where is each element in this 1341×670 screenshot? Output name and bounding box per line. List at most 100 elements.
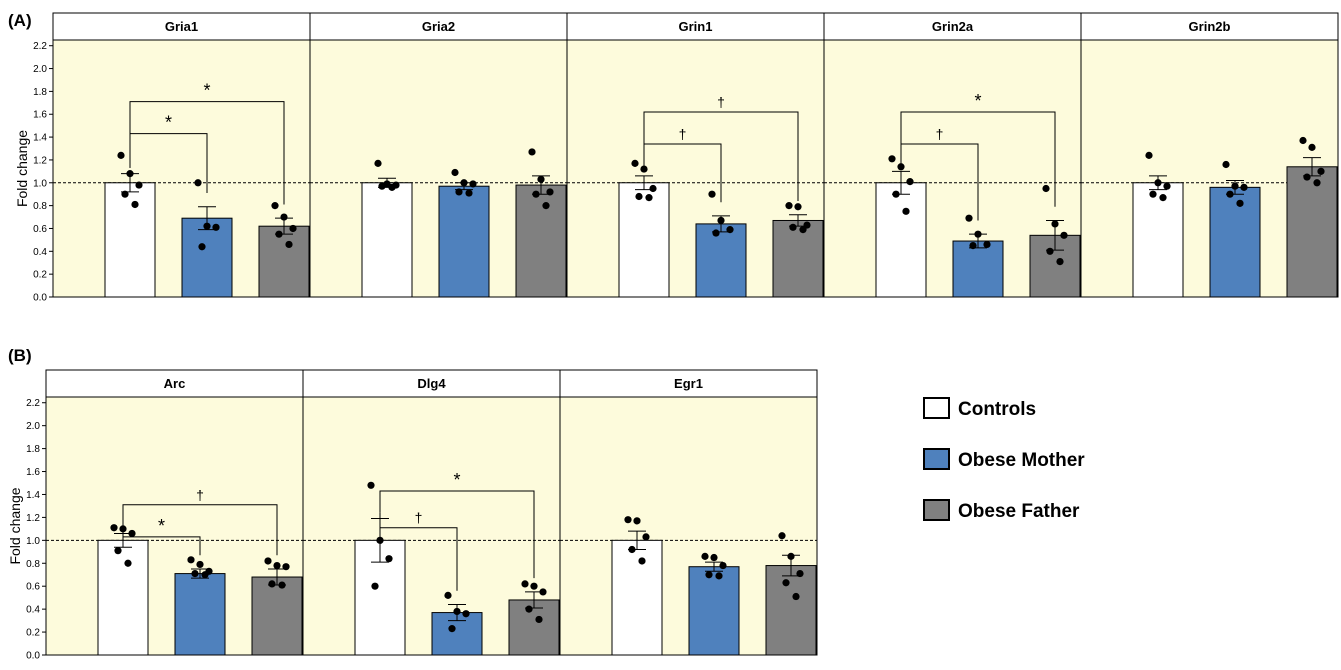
data-point <box>897 163 905 171</box>
data-point <box>114 547 122 555</box>
data-point <box>789 223 797 231</box>
significance-bracket <box>379 490 535 579</box>
bar <box>952 240 1004 298</box>
data-point <box>448 625 456 633</box>
data-point <box>787 552 795 560</box>
data-point <box>645 194 653 202</box>
data-point <box>969 242 977 250</box>
bar <box>1209 186 1261 298</box>
panel-header <box>309 12 568 41</box>
data-point <box>539 588 547 596</box>
data-point <box>1222 160 1230 169</box>
data-point <box>128 529 136 538</box>
data-point <box>794 203 802 211</box>
data-point <box>701 552 709 560</box>
data-point <box>1046 247 1054 255</box>
panel-gria1: Gria1 * * <box>52 12 311 298</box>
data-point <box>198 243 206 251</box>
data-point <box>983 240 991 249</box>
panel-arc: Arc * † <box>45 369 304 656</box>
data-point <box>537 175 545 183</box>
data-point <box>110 524 118 532</box>
data-point <box>705 571 713 579</box>
data-point <box>378 182 386 190</box>
data-point <box>385 555 393 563</box>
data-point <box>525 605 533 613</box>
data-point <box>1159 194 1167 202</box>
data-point <box>465 189 473 197</box>
data-point <box>782 579 790 587</box>
y-tick-label: 1.2 <box>26 513 40 524</box>
bar <box>515 184 567 298</box>
data-point <box>1051 220 1059 228</box>
data-point <box>1299 136 1307 145</box>
y-tick-label: 0.0 <box>26 651 40 662</box>
data-point <box>212 223 220 231</box>
y-tick-label: 1.0 <box>26 536 40 547</box>
bar <box>772 219 824 298</box>
data-point <box>1236 199 1244 207</box>
data-point <box>194 179 202 187</box>
data-point <box>719 561 727 570</box>
data-point <box>799 226 807 234</box>
data-point <box>785 202 793 210</box>
data-point <box>121 190 129 198</box>
data-point <box>444 591 452 599</box>
data-point <box>708 190 716 198</box>
data-point <box>374 159 382 167</box>
bar <box>875 182 927 298</box>
y-tick-label: 1.8 <box>33 87 47 98</box>
significance-label: † <box>936 126 944 142</box>
data-point <box>1313 179 1321 187</box>
bar <box>618 182 670 298</box>
data-point <box>264 557 272 565</box>
data-point <box>1231 182 1239 190</box>
panel-title: Arc <box>164 376 186 391</box>
data-point <box>367 481 375 489</box>
panel-header <box>1080 12 1339 41</box>
y-tick-label: 1.6 <box>33 110 47 121</box>
data-point <box>453 607 461 616</box>
data-point <box>796 569 804 578</box>
data-point <box>469 180 477 188</box>
data-point <box>532 190 540 198</box>
legend-label: Obese Mother <box>958 450 1085 471</box>
panel-title: Gria1 <box>165 19 198 34</box>
y-tick-label: 2.0 <box>33 64 47 75</box>
y-tick-label: 0.4 <box>33 247 47 258</box>
bar <box>181 217 233 298</box>
data-point <box>974 230 982 238</box>
bar <box>104 182 156 298</box>
y-tick-label: 0.2 <box>26 628 40 639</box>
bar <box>611 539 663 656</box>
bar <box>438 185 490 298</box>
data-point <box>542 202 550 210</box>
panel-title: Egr1 <box>674 376 703 391</box>
data-point <box>1042 184 1050 193</box>
data-point <box>124 559 132 567</box>
data-point <box>530 582 538 590</box>
bar <box>97 539 149 656</box>
panel-title: Grin2a <box>932 19 974 34</box>
data-point <box>203 222 211 230</box>
data-point <box>710 553 718 562</box>
significance-label: † <box>717 94 725 110</box>
data-point <box>638 557 646 565</box>
panel-title: Gria2 <box>422 19 455 34</box>
data-point <box>778 532 786 540</box>
bar <box>688 566 740 656</box>
y-tick-label: 0.6 <box>26 582 40 593</box>
data-point <box>892 190 900 198</box>
data-point <box>712 229 720 237</box>
data-point <box>268 580 276 588</box>
y-axis: 0.0 0.2 0.4 0.6 0.8 1.0 1.2 1.4 1.6 1.8 2.0 2.2 Fold… <box>7 397 47 662</box>
panel-header <box>566 12 825 41</box>
significance-label: * <box>974 91 981 111</box>
y-tick-label: 0.0 <box>33 293 47 304</box>
panel-title: Grin1 <box>679 19 713 34</box>
significance-bracket <box>122 527 201 556</box>
data-point <box>528 148 536 156</box>
data-point <box>717 216 725 225</box>
data-point <box>715 572 723 580</box>
y-tick-label: 1.2 <box>33 155 47 166</box>
